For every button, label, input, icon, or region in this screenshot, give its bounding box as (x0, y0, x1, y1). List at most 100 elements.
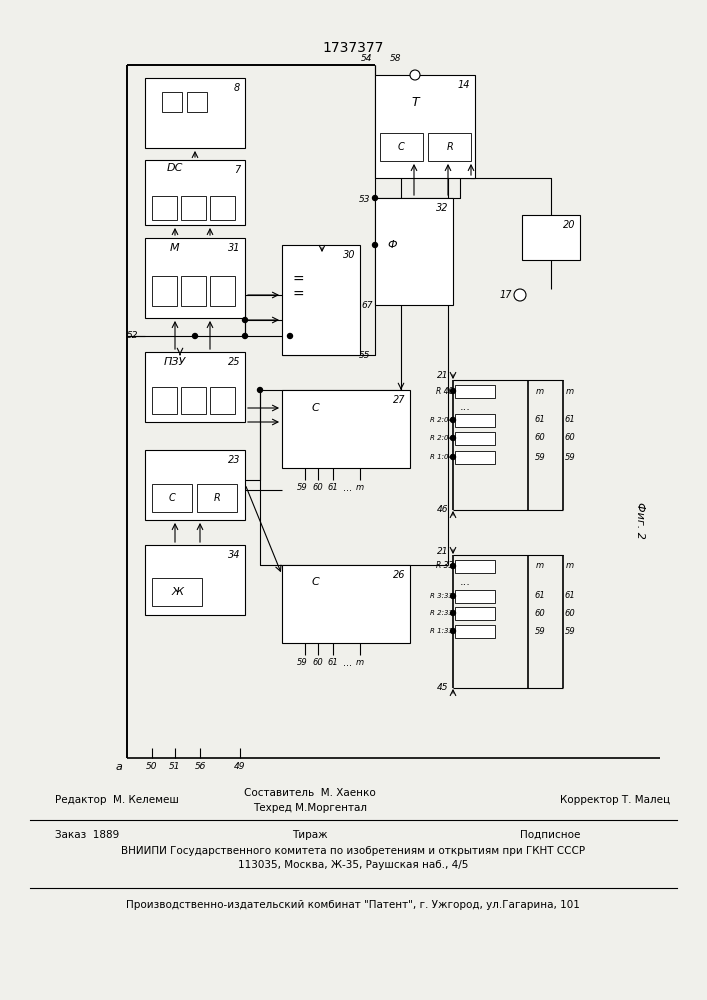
Text: ...: ... (460, 402, 470, 412)
Text: m: m (356, 658, 364, 667)
Bar (210, 276, 235, 306)
Bar (380, 133, 423, 161)
Text: R: R (447, 142, 453, 152)
Text: R 33: R 33 (436, 562, 453, 570)
Circle shape (450, 629, 455, 634)
Circle shape (450, 436, 455, 440)
Text: 61: 61 (534, 416, 545, 424)
Circle shape (450, 610, 455, 615)
Text: 17: 17 (500, 290, 512, 300)
Text: 60: 60 (312, 483, 323, 492)
Text: 61: 61 (565, 416, 575, 424)
Text: Составитель  М. Хаенко: Составитель М. Хаенко (244, 788, 376, 798)
Bar (428, 133, 471, 161)
Text: 50: 50 (146, 762, 158, 771)
Circle shape (410, 70, 420, 80)
Circle shape (243, 334, 247, 338)
Bar (145, 545, 245, 615)
Text: M: M (170, 243, 180, 253)
Bar (210, 196, 235, 220)
Circle shape (373, 242, 378, 247)
Text: 14: 14 (457, 80, 470, 90)
Bar (455, 560, 495, 573)
Bar (375, 198, 453, 305)
Text: 32: 32 (436, 203, 448, 213)
Bar (145, 78, 245, 148)
Text: Производственно-издательский комбинат "Патент", г. Ужгород, ул.Гагарина, 101: Производственно-издательский комбинат "П… (126, 900, 580, 910)
Bar (181, 387, 206, 414)
Bar (455, 607, 495, 620)
Text: Ф: Ф (387, 240, 397, 250)
Text: m: m (566, 386, 574, 395)
Circle shape (450, 593, 455, 598)
Text: 8: 8 (234, 83, 240, 93)
Circle shape (288, 334, 293, 338)
Text: 45: 45 (436, 684, 448, 692)
Text: 55: 55 (358, 351, 370, 360)
Bar (145, 238, 245, 318)
Text: 30: 30 (342, 250, 355, 260)
Text: 59: 59 (297, 658, 308, 667)
Text: 51: 51 (169, 762, 181, 771)
Text: 49: 49 (234, 762, 246, 771)
Text: 113035, Москва, Ж-35, Раушская наб., 4/5: 113035, Москва, Ж-35, Раушская наб., 4/5 (238, 860, 468, 870)
Bar (145, 352, 245, 422)
Text: R: R (214, 493, 221, 503)
Text: 67: 67 (361, 300, 373, 310)
Text: m: m (566, 562, 574, 570)
Circle shape (450, 388, 455, 393)
Text: Заказ  1889: Заказ 1889 (55, 830, 119, 840)
Text: Редактор  М. Келемеш: Редактор М. Келемеш (55, 795, 179, 805)
Text: 60: 60 (565, 608, 575, 617)
Text: =: = (292, 273, 304, 287)
Text: 5б: 5б (194, 762, 206, 771)
Bar (455, 414, 495, 427)
Text: 53: 53 (358, 196, 370, 205)
Text: ...: ... (344, 483, 353, 493)
Text: Техред М.Моргентал: Техред М.Моргентал (253, 803, 367, 813)
Bar (152, 276, 177, 306)
Bar (152, 196, 177, 220)
Text: 59: 59 (297, 483, 308, 492)
Text: R 2:33: R 2:33 (430, 610, 453, 616)
Text: 25: 25 (228, 357, 240, 367)
Text: 60: 60 (534, 434, 545, 442)
Text: T: T (411, 96, 419, 108)
Bar (455, 590, 495, 603)
Text: 60: 60 (534, 608, 545, 617)
Text: 26: 26 (392, 570, 405, 580)
Text: Тираж: Тираж (292, 830, 328, 840)
Text: 59: 59 (534, 626, 545, 636)
Text: 60: 60 (565, 434, 575, 442)
Text: ПЗУ: ПЗУ (164, 357, 186, 367)
Circle shape (450, 564, 455, 568)
Bar (375, 75, 475, 178)
Text: R 3:33: R 3:33 (430, 593, 453, 599)
Text: R 40: R 40 (436, 386, 453, 395)
Bar (282, 390, 410, 468)
Text: 31: 31 (228, 243, 240, 253)
Text: 59: 59 (565, 626, 575, 636)
Bar (181, 276, 206, 306)
Text: 61: 61 (327, 483, 339, 492)
Text: DC: DC (167, 163, 183, 173)
Bar (197, 484, 237, 512)
Circle shape (192, 334, 197, 338)
Text: 1737377: 1737377 (322, 41, 384, 55)
Circle shape (257, 387, 262, 392)
Text: 46: 46 (436, 506, 448, 514)
Text: Ж: Ж (172, 587, 184, 597)
Text: R 2:04: R 2:04 (430, 417, 453, 423)
Text: 61: 61 (534, 591, 545, 600)
Text: Подписное: Подписное (520, 830, 580, 840)
Text: а: а (115, 762, 122, 772)
Text: R 2:04: R 2:04 (430, 435, 453, 441)
Text: C: C (311, 577, 319, 587)
Text: 27: 27 (392, 395, 405, 405)
Bar (145, 160, 245, 225)
Bar (455, 451, 495, 464)
Text: m: m (536, 386, 544, 395)
Bar (152, 484, 192, 512)
Text: C: C (311, 403, 319, 413)
Bar (522, 215, 580, 260)
